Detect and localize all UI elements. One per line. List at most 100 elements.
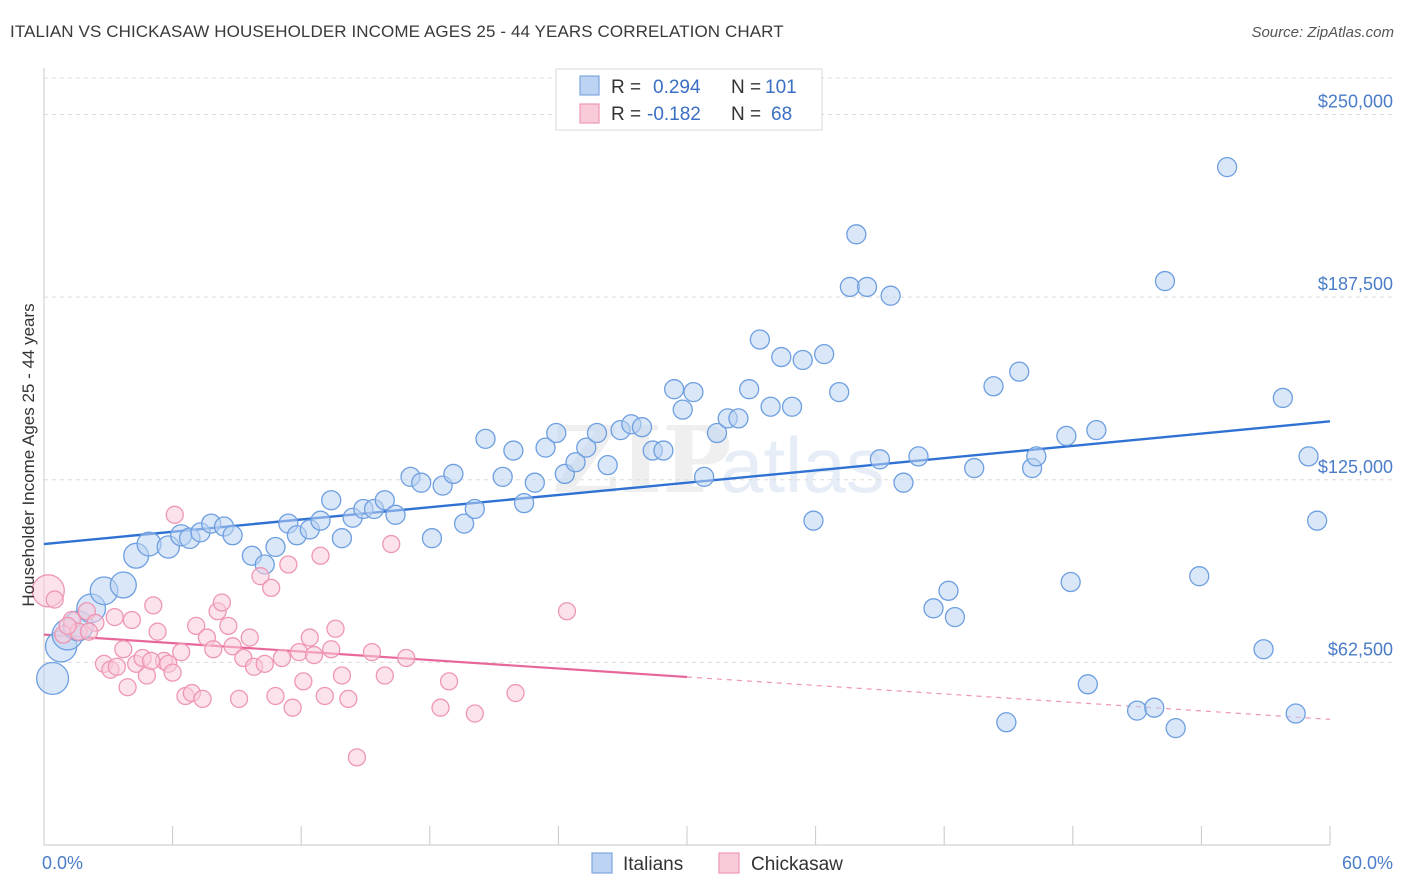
point-italians — [310, 510, 331, 531]
point-italians — [869, 449, 891, 470]
point-italians — [803, 510, 824, 531]
point-italians — [265, 536, 286, 558]
point-chickasaw — [304, 645, 324, 665]
point-chickasaw — [289, 643, 309, 662]
point-italians — [492, 466, 513, 487]
point-italians — [760, 396, 781, 417]
point-chickasaw — [279, 555, 298, 574]
point-chickasaw — [187, 616, 206, 636]
points-layer — [31, 156, 1328, 767]
point-italians — [653, 440, 674, 461]
point-italians — [1009, 361, 1030, 382]
point-italians — [846, 224, 867, 245]
point-italians — [771, 346, 792, 368]
point-italians — [1056, 425, 1077, 447]
point-italians — [464, 498, 485, 520]
point-chickasaw — [114, 640, 133, 659]
point-italians — [565, 452, 586, 473]
point-chickasaw — [272, 648, 292, 668]
point-chickasaw — [251, 567, 270, 586]
point-chickasaw — [294, 672, 313, 691]
point-chickasaw — [465, 704, 484, 723]
legend-box: R = 0.294 N = 101 R = -0.182 N = 68 — [555, 68, 823, 131]
point-chickasaw — [382, 534, 401, 554]
point-chickasaw — [255, 654, 274, 673]
point-chickasaw — [105, 607, 124, 627]
point-chickasaw — [300, 628, 319, 647]
point-italians — [683, 381, 704, 403]
point-chickasaw — [122, 610, 142, 630]
point-italians — [996, 712, 1017, 733]
point-italians — [1086, 419, 1107, 441]
point-chickasaw — [315, 686, 334, 706]
trend-line-italians — [43, 420, 1331, 546]
point-italians — [964, 457, 985, 479]
point-italians — [938, 580, 959, 601]
trend-line-chickasaw-extension — [686, 676, 1331, 720]
y-tick-label: $62,500 — [1328, 639, 1393, 659]
point-chickasaw — [219, 616, 238, 636]
point-italians — [331, 528, 353, 549]
point-italians — [706, 422, 728, 444]
point-italians — [321, 490, 342, 511]
point-chickasaw — [223, 637, 242, 656]
legend-n-value-chickasaw: 68 — [771, 104, 792, 125]
point-chickasaw — [262, 578, 281, 598]
x-tick-label-max: 60.0% — [1342, 853, 1393, 873]
point-chickasaw — [142, 651, 161, 671]
point-chickasaw — [557, 602, 577, 621]
point-chickasaw — [79, 622, 99, 641]
point-chickasaw — [163, 663, 182, 682]
point-italians — [1285, 703, 1306, 724]
bottom-legend-swatch-chickasaw — [718, 852, 740, 874]
point-italians — [443, 463, 464, 485]
point-italians — [781, 396, 803, 417]
point-italians — [1306, 510, 1328, 531]
point-italians — [631, 417, 653, 438]
legend-r-value-chickasaw: -0.182 — [647, 104, 701, 125]
legend-n-value-italians: 101 — [765, 77, 797, 98]
point-italians — [513, 492, 535, 514]
point-italians — [829, 381, 850, 403]
watermark-atlas: atlas — [720, 421, 885, 509]
point-italians — [672, 399, 693, 420]
bottom-legend-swatch-italians — [591, 852, 613, 874]
point-italians — [1060, 571, 1081, 593]
point-italians — [1144, 697, 1165, 718]
point-chickasaw — [322, 640, 341, 659]
point-italians — [880, 285, 901, 306]
legend-n-label-italians: N = — [731, 77, 761, 98]
point-chickasaw — [311, 546, 330, 565]
point-chickasaw — [347, 748, 367, 767]
point-chickasaw — [266, 686, 285, 706]
point-italians — [503, 440, 524, 461]
point-chickasaw — [439, 672, 459, 691]
bottom-legend-label-italians: Italians — [623, 854, 683, 875]
point-italians — [453, 513, 475, 534]
point-chickasaw — [45, 590, 64, 609]
point-italians — [385, 504, 406, 525]
point-chickasaw — [240, 628, 259, 647]
point-italians — [421, 528, 443, 549]
legend-swatch-chickasaw — [579, 103, 600, 124]
point-chickasaw — [362, 643, 382, 662]
y-axis-title: Householder Income Ages 25 - 44 years — [19, 303, 38, 606]
point-chickasaw — [506, 683, 525, 703]
point-italians — [586, 422, 608, 444]
point-italians — [524, 472, 545, 493]
point-chickasaw — [326, 619, 345, 638]
point-italians — [663, 379, 685, 400]
y-tick-labels: $62,500 $125,000 $187,500 $250,000 — [1318, 92, 1393, 660]
y-tick-label: $125,000 — [1318, 457, 1393, 477]
bottom-legend: Italians Chickasaw — [591, 852, 843, 875]
point-chickasaw — [204, 640, 223, 659]
y-tick-label: $187,500 — [1318, 274, 1393, 294]
point-italians — [856, 276, 878, 298]
point-chickasaw — [397, 648, 416, 668]
point-chickasaw — [283, 698, 302, 717]
axis-layer — [43, 68, 1331, 846]
point-chickasaw — [144, 596, 163, 615]
point-italians — [814, 343, 835, 365]
point-italians — [893, 472, 914, 493]
